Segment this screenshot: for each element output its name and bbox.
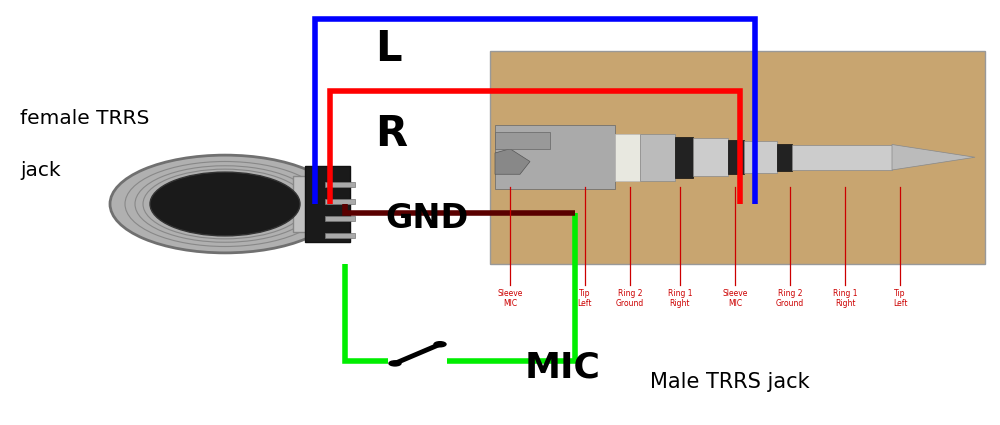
Text: Male TRRS jack: Male TRRS jack [650,372,810,393]
Text: L: L [375,28,402,70]
Text: R: R [375,113,407,155]
Text: Sleeve
MIC: Sleeve MIC [497,289,523,309]
Circle shape [110,155,340,253]
Circle shape [389,361,401,366]
Text: Sleeve
MIC: Sleeve MIC [722,289,748,309]
Bar [388,355,447,368]
Bar [792,144,892,170]
Bar [325,182,355,187]
Bar [693,138,728,176]
Bar [325,233,355,238]
Circle shape [434,342,446,347]
Text: female TRRS: female TRRS [20,110,149,128]
Bar [615,134,640,181]
Text: Tip
Left: Tip Left [578,289,592,309]
Text: Ring 1
Right: Ring 1 Right [833,289,857,309]
Bar [495,132,550,149]
Polygon shape [892,144,975,170]
Text: Ring 1
Right: Ring 1 Right [668,289,692,309]
Bar [640,134,675,181]
Bar [325,216,355,221]
Text: Tip
Left: Tip Left [893,289,907,309]
Text: Ring 2
Ground: Ring 2 Ground [616,289,644,309]
Bar [777,144,792,171]
Bar [305,166,350,242]
Bar [325,199,355,204]
Circle shape [150,172,300,236]
Text: Ring 2
Ground: Ring 2 Ground [776,289,804,309]
Text: GND: GND [385,202,468,235]
Text: MIC: MIC [525,351,601,385]
Bar [744,141,777,173]
Bar [728,140,744,174]
Bar [293,176,318,232]
Bar [675,137,693,178]
Bar [495,125,615,189]
Text: jack: jack [20,161,61,179]
Polygon shape [495,149,530,174]
Bar [490,51,985,264]
